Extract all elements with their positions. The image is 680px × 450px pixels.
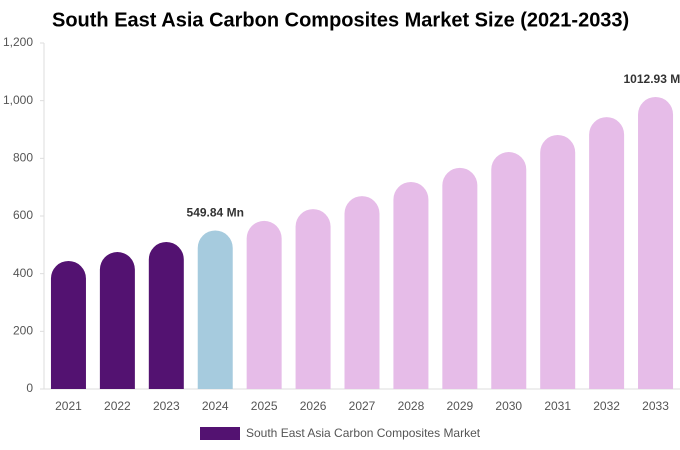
- y-tick-label: 800: [13, 151, 33, 165]
- value-label: 1012.93 Mn: [624, 72, 680, 86]
- bar: [589, 117, 625, 389]
- bar: [99, 252, 135, 389]
- x-tick-label: 2028: [398, 399, 425, 413]
- bar: [50, 260, 86, 389]
- x-tick-label: 2023: [153, 399, 180, 413]
- bar: [442, 167, 478, 389]
- x-tick-label: 2032: [593, 399, 620, 413]
- x-tick-label: 2030: [495, 399, 522, 413]
- chart-title: South East Asia Carbon Composites Market…: [52, 9, 629, 31]
- bar: [246, 220, 282, 389]
- x-tick-label: 2027: [349, 399, 376, 413]
- x-tick-label: 2022: [104, 399, 131, 413]
- bar: [148, 241, 184, 389]
- bar: [197, 230, 233, 389]
- x-tick-label: 2024: [202, 399, 229, 413]
- bar: [393, 181, 429, 389]
- y-tick-label: 1,200: [3, 35, 33, 49]
- x-tick-label: 2021: [55, 399, 82, 413]
- value-label: 549.84 Mn: [187, 206, 244, 220]
- y-tick-label: 400: [13, 266, 33, 280]
- x-tick-label: 2029: [446, 399, 473, 413]
- x-tick-label: 2026: [300, 399, 327, 413]
- x-tick-label: 2033: [642, 399, 669, 413]
- y-tick-label: 0: [26, 381, 33, 395]
- x-tick-label: 2031: [544, 399, 571, 413]
- y-tick-label: 1,000: [3, 93, 33, 107]
- bar: [638, 96, 674, 390]
- y-tick-label: 600: [13, 208, 33, 222]
- bar: [491, 151, 527, 389]
- y-tick-label: 200: [13, 324, 33, 338]
- bar: [295, 209, 331, 389]
- legend-swatch: [200, 427, 240, 440]
- bar: [540, 134, 576, 389]
- legend-label: South East Asia Carbon Composites Market: [246, 426, 481, 440]
- x-tick-label: 2025: [251, 399, 278, 413]
- bar: [344, 196, 380, 389]
